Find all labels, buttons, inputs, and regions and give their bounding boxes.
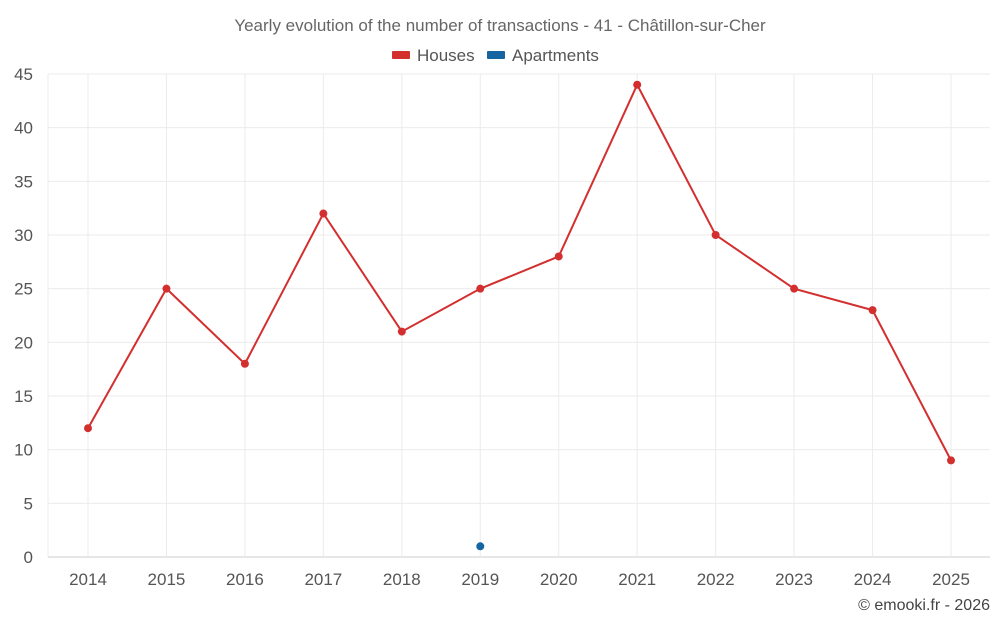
data-point-houses[interactable]: [711, 231, 720, 239]
y-tick-label: 25: [14, 280, 33, 299]
data-point-houses[interactable]: [947, 456, 955, 465]
x-tick-label: 2018: [383, 570, 421, 589]
y-tick-label: 5: [24, 494, 33, 513]
x-tick-label: 2022: [697, 570, 735, 589]
y-tick-label: 30: [14, 226, 33, 245]
x-tick-label: 2015: [148, 570, 186, 589]
data-point-houses[interactable]: [84, 424, 92, 433]
x-tick-label: 2023: [775, 570, 813, 589]
data-point-houses[interactable]: [633, 80, 642, 89]
y-tick-label: 0: [24, 548, 33, 567]
legend-label-apartments[interactable]: Apartments: [512, 46, 599, 65]
x-tick-label: 2016: [226, 570, 264, 589]
data-point-houses[interactable]: [868, 306, 877, 315]
data-point-houses[interactable]: [240, 359, 249, 368]
series-layer: [84, 80, 955, 551]
y-tick-label: 40: [14, 119, 33, 138]
x-tick-label: 2014: [69, 570, 107, 589]
grid: [47, 73, 990, 558]
series-line-houses: [87, 82, 952, 461]
data-point-houses[interactable]: [162, 284, 171, 293]
credit-text: © emooki.fr - 2026: [858, 597, 990, 614]
y-tick-label: 35: [14, 172, 33, 191]
y-tick-label: 15: [14, 387, 33, 406]
x-tick-label: 2025: [932, 570, 970, 589]
y-axis: 0 5 10 15 20 25 30 35 40 45: [14, 65, 33, 567]
y-tick-label: 45: [14, 65, 33, 84]
x-tick-label: 2019: [461, 570, 499, 589]
data-point-apartments[interactable]: [476, 542, 485, 551]
x-tick-label: 2021: [618, 570, 656, 589]
x-tick-label: 2017: [304, 570, 342, 589]
y-tick-label: 20: [14, 333, 33, 352]
x-tick-label: 2020: [540, 570, 578, 589]
x-axis: 2014 2015 2016 2017 2018 2019 2020 2021 2022 2023…: [69, 570, 970, 589]
data-point-houses[interactable]: [319, 209, 328, 218]
chart-title: Yearly evolution of the number of transa…: [234, 16, 766, 35]
data-point-houses[interactable]: [790, 284, 799, 293]
x-tick-label: 2024: [854, 570, 892, 589]
legend-label-houses[interactable]: Houses: [417, 46, 475, 65]
data-point-houses[interactable]: [554, 252, 563, 261]
data-point-houses[interactable]: [397, 327, 406, 336]
legend: Houses Apartments: [392, 46, 599, 65]
legend-swatch-houses: [392, 51, 410, 59]
data-point-houses[interactable]: [476, 284, 485, 293]
y-tick-label: 10: [14, 441, 33, 460]
legend-swatch-apartments: [487, 51, 505, 59]
